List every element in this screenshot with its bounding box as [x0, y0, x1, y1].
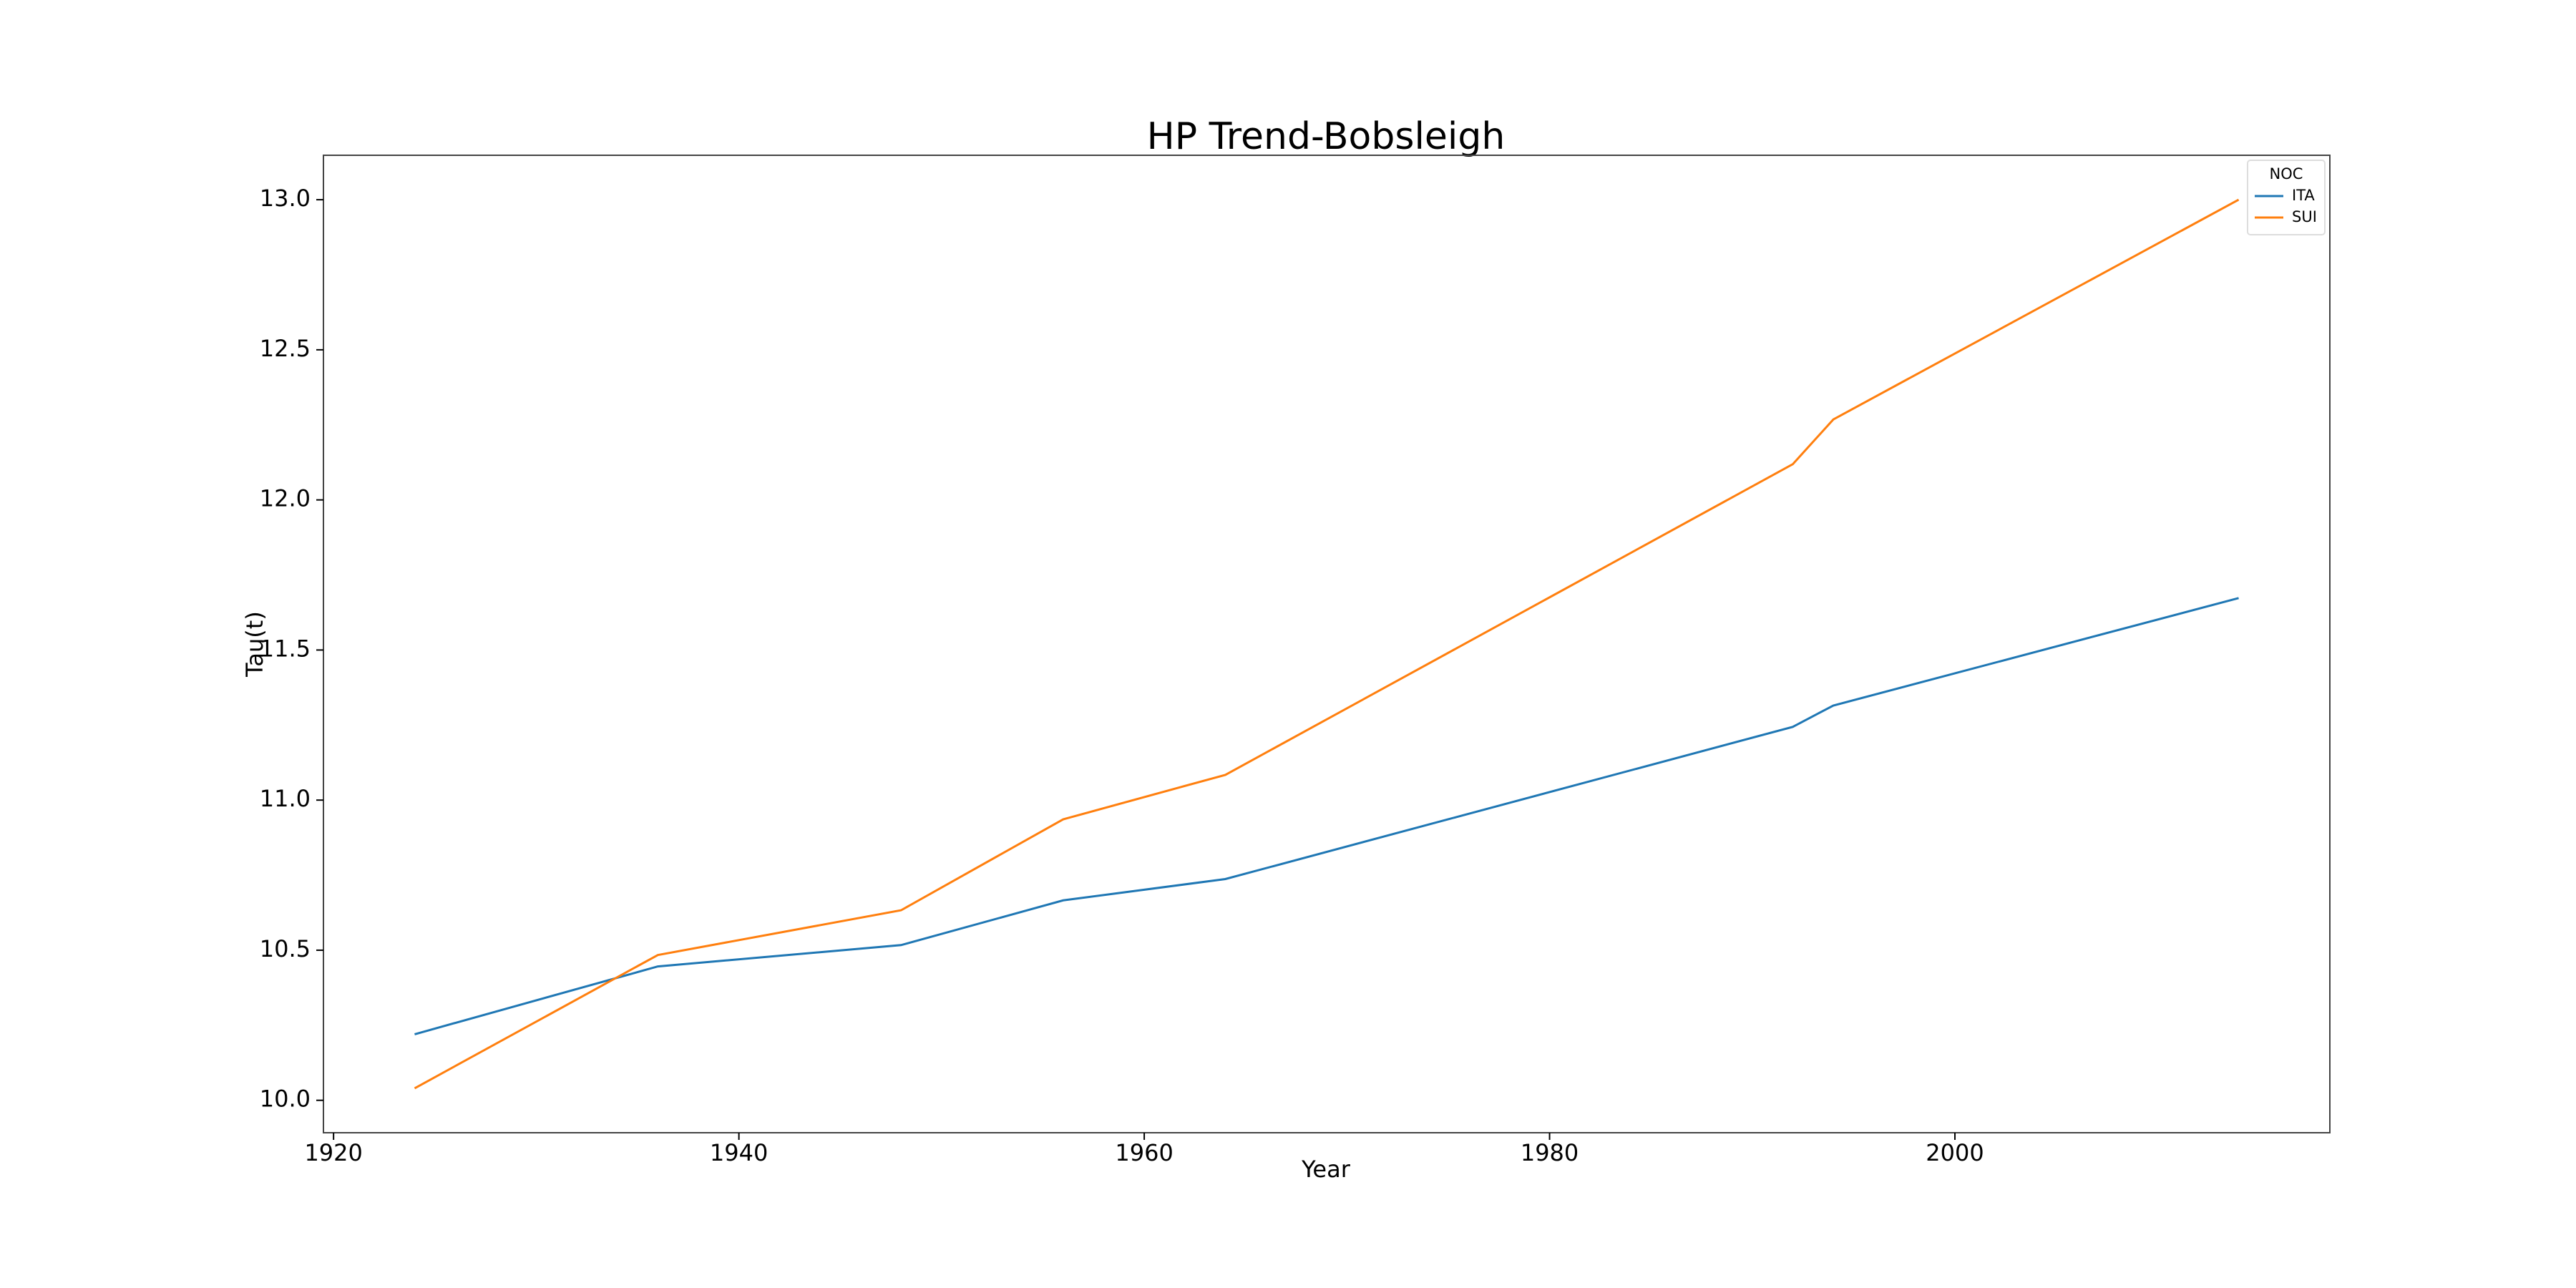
x-tick-label: 1980 [1521, 1139, 1579, 1166]
y-tick-label: 10.5 [260, 935, 311, 962]
y-tick-label: 13.0 [260, 185, 311, 212]
legend-box [2247, 160, 2326, 235]
x-axis-label: Year [1301, 1156, 1351, 1183]
legend-title: NOC [2270, 165, 2303, 182]
line-series [414, 198, 2240, 1090]
y-tick-label: 11.5 [260, 635, 311, 662]
y-tick-label: 10.0 [260, 1085, 311, 1113]
plot-frame [323, 155, 2331, 1133]
x-tick-label: 1920 [304, 1139, 362, 1166]
legend-label: ITA [2292, 187, 2315, 204]
x-tick-label: 1960 [1115, 1139, 1173, 1166]
x-tick-label: 1940 [710, 1139, 768, 1166]
y-tick-label: 12.0 [260, 485, 311, 512]
legend-label: SUI [2292, 208, 2317, 225]
y-tick-label: 11.0 [260, 785, 311, 812]
y-tick-label: 12.5 [260, 335, 311, 362]
line-series [414, 597, 2239, 1035]
x-tick-label: 2000 [1926, 1139, 1984, 1166]
chart-title: HP Trend-Bobsleigh [1147, 115, 1506, 158]
y-axis-label: Tau(t) [241, 611, 268, 678]
